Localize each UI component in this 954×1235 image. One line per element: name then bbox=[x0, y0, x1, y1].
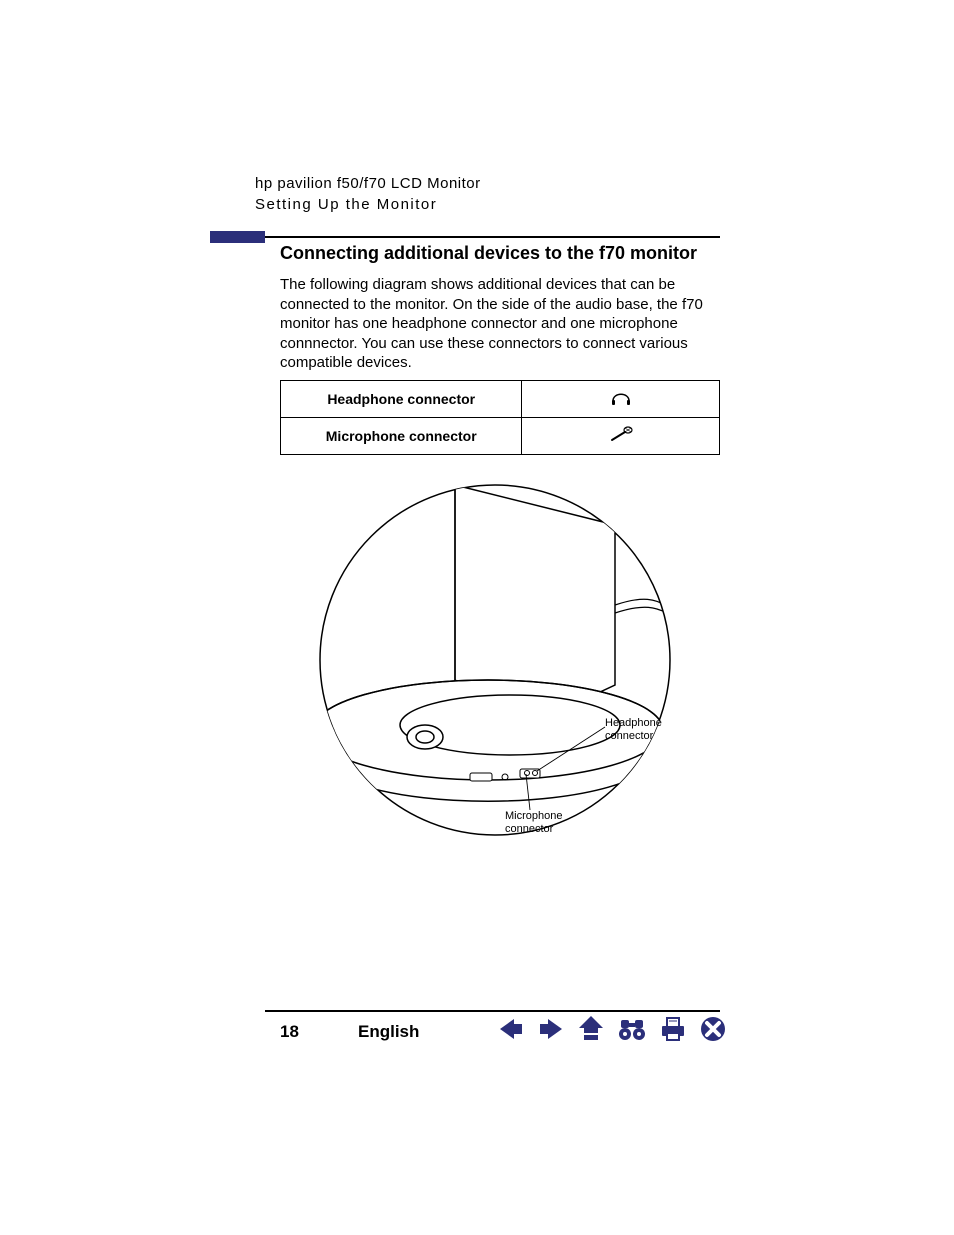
header-section: Setting Up the Monitor bbox=[255, 196, 735, 213]
microphone-icon bbox=[608, 425, 634, 443]
connector-table: Headphone connector Microphone connector bbox=[280, 380, 720, 455]
headphone-icon bbox=[610, 387, 632, 407]
callout-text: connector bbox=[605, 730, 653, 742]
nav-icon-bar bbox=[498, 1015, 726, 1043]
connector-label: Microphone connector bbox=[281, 418, 522, 455]
callout-text: connector bbox=[505, 823, 553, 835]
search-icon[interactable] bbox=[618, 1016, 646, 1042]
page-header: hp pavilion f50/f70 LCD Monitor Setting … bbox=[255, 175, 735, 213]
body-paragraph: The following diagram shows additional d… bbox=[280, 275, 710, 373]
header-rule bbox=[265, 236, 720, 238]
section-title: Connecting additional devices to the f70… bbox=[280, 243, 697, 264]
table-row: Microphone connector bbox=[281, 418, 720, 455]
print-icon[interactable] bbox=[660, 1016, 686, 1042]
connector-diagram: Headphone connector Microphone connector bbox=[305, 475, 705, 875]
page-language: English bbox=[358, 1022, 419, 1042]
connector-label: Headphone connector bbox=[281, 381, 522, 418]
back-icon[interactable] bbox=[498, 1016, 524, 1042]
connector-icon-cell bbox=[522, 418, 720, 455]
connector-icon-cell bbox=[522, 381, 720, 418]
close-icon[interactable] bbox=[700, 1016, 726, 1042]
header-product: hp pavilion f50/f70 LCD Monitor bbox=[255, 175, 735, 192]
forward-icon[interactable] bbox=[538, 1016, 564, 1042]
callout-text: Microphone bbox=[505, 810, 562, 822]
table-row: Headphone connector bbox=[281, 381, 720, 418]
page-number: 18 bbox=[280, 1022, 299, 1042]
diagram-callout-microphone: Microphone connector bbox=[505, 810, 562, 836]
callout-text: Headphone bbox=[605, 717, 662, 729]
diagram-callout-headphone: Headphone connector bbox=[605, 717, 662, 743]
footer-rule bbox=[265, 1010, 720, 1012]
home-icon[interactable] bbox=[578, 1015, 604, 1043]
accent-bar bbox=[210, 231, 265, 243]
